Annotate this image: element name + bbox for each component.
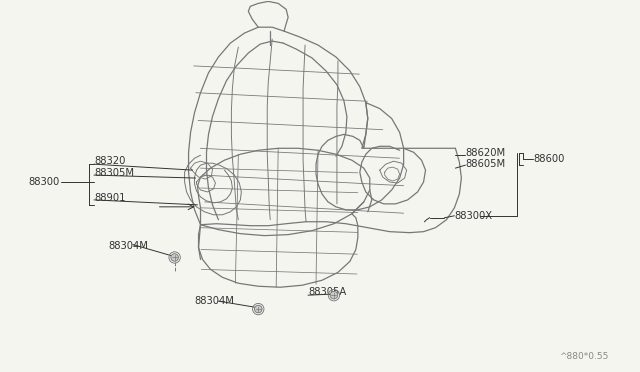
Text: 88305M: 88305M	[94, 168, 134, 178]
Circle shape	[255, 305, 262, 313]
Circle shape	[330, 291, 338, 299]
Text: 88320: 88320	[94, 156, 125, 166]
Text: 88605M: 88605M	[465, 159, 506, 169]
Text: 88300: 88300	[28, 177, 59, 187]
Text: 88305A: 88305A	[308, 287, 346, 297]
Text: 88300X: 88300X	[454, 211, 493, 221]
Text: 88304M: 88304M	[108, 241, 148, 251]
Text: 88620M: 88620M	[465, 148, 506, 158]
Text: 88901: 88901	[94, 193, 125, 203]
Circle shape	[171, 254, 179, 261]
Text: 88600: 88600	[533, 154, 564, 164]
Text: ^880*0.55: ^880*0.55	[559, 352, 609, 361]
Text: 88304M: 88304M	[195, 296, 234, 306]
